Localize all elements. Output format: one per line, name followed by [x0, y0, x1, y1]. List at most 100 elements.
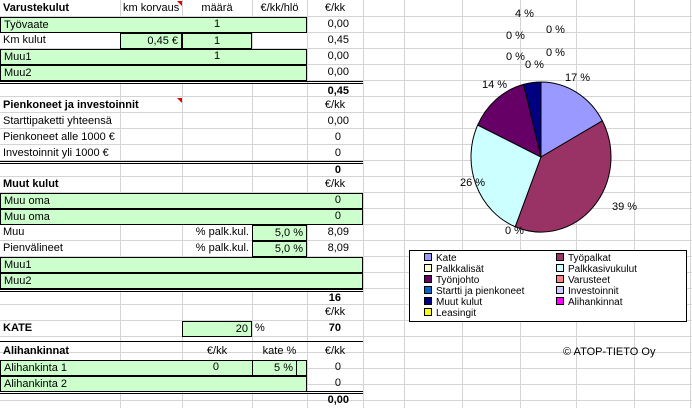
muu-pct-input[interactable]: 5,0 %: [252, 225, 307, 241]
gridline: [0, 48, 692, 49]
gridline: [0, 320, 692, 321]
varustekulut-total[interactable]: 0,45: [327, 85, 349, 97]
tyovaate-maara[interactable]: 1: [213, 18, 221, 30]
legend-item[interactable]: Työpalkat: [556, 253, 611, 264]
pienkoneet-title: Pienkoneet ja investoinnit: [3, 99, 139, 111]
legend-swatch: [424, 286, 432, 294]
row-alihankinta-1[interactable]: Alihankinta 1: [0, 360, 307, 376]
chart-legend[interactable]: Kate Työpalkat Palkkalisät Palkkasivukulut T…: [409, 250, 687, 322]
pie-slice[interactable]: [514, 120, 612, 233]
km-kulut-value[interactable]: 0,45: [327, 34, 349, 46]
alihankinta-1-kate[interactable]: 5 %: [252, 360, 297, 376]
row-alihankinta-2[interactable]: Alihankinta 2: [0, 376, 307, 392]
starttipaketti-value[interactable]: 0,00: [327, 115, 349, 127]
km-korvaus-header: km korvaus: [123, 2, 180, 14]
row-muu2-other[interactable]: Muu2: [0, 273, 363, 289]
row-km-kulut-label[interactable]: Km kulut: [3, 34, 46, 46]
legend-item[interactable]: Investoinnit: [556, 286, 619, 297]
comment-indicator: [177, 1, 182, 6]
gridline: [0, 80, 692, 81]
legend-label: Startti ja pienkoneet: [436, 286, 525, 297]
alihankinta-1-eur[interactable]: 0: [212, 361, 219, 373]
muut-kulut-total[interactable]: 16: [328, 292, 341, 304]
row-muu1-label[interactable]: Muu1: [0, 49, 307, 65]
row-muu-oma-2[interactable]: Muu oma: [0, 209, 363, 225]
legend-swatch: [556, 253, 564, 261]
legend-label: Palkkasivukulut: [568, 264, 637, 275]
pie-slice[interactable]: [522, 81, 542, 158]
km-korvaus-input[interactable]: 0,45 €: [120, 33, 182, 49]
tyovaate-value[interactable]: 0,00: [327, 18, 349, 30]
gridline: [0, 176, 692, 177]
legend-swatch: [556, 286, 564, 294]
gridline: [690, 0, 691, 408]
legend-item[interactable]: Palkkasivukulut: [556, 264, 637, 275]
legend-label: Muut kulut: [436, 297, 483, 308]
gridline: [462, 0, 463, 408]
legend-item[interactable]: Kate: [424, 253, 457, 264]
investoinnit-value[interactable]: 0: [334, 147, 341, 159]
muu-oma-1-value[interactable]: 0: [334, 194, 341, 206]
gridline: [634, 0, 635, 408]
pienkoneet-total[interactable]: 0: [334, 164, 341, 176]
row-tyovaate-label[interactable]: Työvaate: [0, 17, 307, 33]
kate-unit: €/kk: [324, 306, 346, 318]
pie-slice-label: 0 %: [506, 30, 525, 42]
starttipaketti-label: Starttipaketti yhteensä: [3, 115, 112, 127]
alihankinnat-total[interactable]: 0,00: [327, 394, 349, 406]
muu1-maara[interactable]: 1: [213, 50, 221, 62]
gridline: [0, 16, 692, 17]
legend-item[interactable]: Työnjohto: [424, 275, 479, 286]
pienkoneet-label: Pienkoneet alle 1000 €: [3, 131, 115, 143]
km-kulut-maara[interactable]: 1: [182, 33, 252, 49]
muu1-value[interactable]: 0,00: [327, 50, 349, 62]
legend-item[interactable]: Leasingit: [424, 308, 476, 319]
alihankinta-1-value[interactable]: 0: [334, 361, 341, 373]
row-muu-label: Muu: [3, 226, 25, 238]
gridline: [0, 192, 692, 193]
pie-slice[interactable]: [470, 124, 542, 228]
eur-kk-header: €/kk: [324, 2, 346, 14]
pienkoneet-value[interactable]: 0: [334, 131, 341, 143]
gridline: [0, 256, 692, 257]
row-muu-oma-1[interactable]: Muu oma: [0, 193, 363, 209]
kate-label: KATE: [3, 322, 33, 334]
gridline: [0, 384, 692, 385]
legend-item[interactable]: Startti ja pienkoneet: [424, 286, 524, 297]
pie-slice[interactable]: [477, 83, 542, 158]
pienvalineet-value[interactable]: 8,09: [327, 242, 349, 254]
kate-pct-input[interactable]: 20: [182, 321, 252, 337]
alihankinnat-unit-header: €/kk: [324, 345, 346, 357]
legend-item[interactable]: Alihankinnat: [556, 297, 622, 308]
varustekulut-title: Varustekulut: [3, 2, 70, 14]
gridline: [0, 128, 692, 129]
muu2-value[interactable]: 0,00: [327, 66, 349, 78]
double-divider: [0, 81, 363, 84]
gridline: [0, 96, 692, 97]
legend-item[interactable]: Muut kulut: [424, 297, 482, 308]
alihankinta-2-value[interactable]: 0: [334, 377, 341, 389]
pie-slice-label: 0 %: [525, 59, 544, 71]
row-muu1-other[interactable]: Muu1: [0, 257, 363, 273]
gridline: [0, 368, 692, 369]
legend-label: Alihankinnat: [568, 297, 623, 308]
legend-item[interactable]: Palkkalisät: [424, 264, 484, 275]
legend-label: Investoinnit: [568, 286, 619, 297]
gridline: [363, 0, 364, 408]
legend-item[interactable]: Varusteet: [556, 275, 610, 286]
maara-header: määrä: [201, 2, 233, 14]
muu-value[interactable]: 8,09: [327, 226, 349, 238]
kate-pct-sign: %: [255, 322, 265, 334]
double-divider: [0, 289, 363, 292]
pienvalineet-pct-input[interactable]: 5,0 %: [252, 241, 307, 257]
comment-indicator: [177, 98, 182, 103]
row-muu2-label[interactable]: Muu2: [0, 65, 307, 81]
legend-swatch: [424, 297, 432, 305]
double-divider: [0, 391, 363, 394]
muu-oma-2-value[interactable]: 0: [334, 210, 341, 222]
gridline: [0, 160, 692, 161]
gridline: [0, 400, 692, 401]
kate-value[interactable]: 70: [328, 322, 341, 334]
pie-slice[interactable]: [540, 81, 604, 158]
